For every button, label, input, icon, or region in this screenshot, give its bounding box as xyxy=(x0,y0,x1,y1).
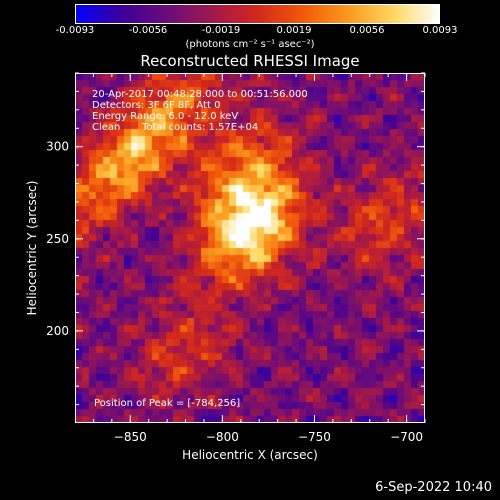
heatmap-image xyxy=(75,73,425,423)
colorbar-tick-label: -0.0019 xyxy=(201,25,241,36)
colorbar xyxy=(75,4,440,24)
colorbar-tick-label: 0.0093 xyxy=(422,25,458,36)
x-tick-label: −750 xyxy=(298,430,331,444)
y-tick-label: 250 xyxy=(46,232,69,246)
colorbar-tick-label: -0.0056 xyxy=(128,25,168,36)
plot-frame xyxy=(75,73,425,423)
time-range-label: 20-Apr-2017 00:48:28.000 to 00:51:56.000 xyxy=(92,89,308,100)
peak-position-label: Position of Peak = [-784,256] xyxy=(94,398,241,409)
y-axis-label: Heliocentric Y (arcsec) xyxy=(25,180,39,316)
x-tick-label: −850 xyxy=(114,430,147,444)
y-tick-label: 300 xyxy=(46,140,69,154)
footer-date: 6-Sep-2022 10:40 xyxy=(375,480,492,495)
colorbar-tick-label: -0.0093 xyxy=(55,25,95,36)
x-tick-label: −700 xyxy=(390,430,423,444)
colorbar-ticks: -0.0093 -0.0056 -0.0019 0.0019 0.0056 0.0093 xyxy=(56,25,458,38)
x-axis-label: Heliocentric X (arcsec) xyxy=(182,448,318,462)
colorbar-units: (photons cm⁻² s⁻¹ asec⁻²) xyxy=(185,39,315,50)
chart-title: Reconstructed RHESSI Image xyxy=(140,52,360,70)
method-label: Clean xyxy=(92,122,121,133)
energy-range-label: Energy Range: 6.0 - 12.0 keV xyxy=(92,111,239,122)
x-tick-label: −800 xyxy=(206,430,239,444)
detectors-label: Detectors: 3F 6F 8F, Att 0 xyxy=(92,100,221,111)
counts-label: Total counts: 1.57E+04 xyxy=(142,122,259,133)
colorbar-tick-label: 0.0056 xyxy=(349,25,385,36)
colorbar-tick-label: 0.0019 xyxy=(276,25,312,36)
y-tick-label: 200 xyxy=(46,324,69,338)
